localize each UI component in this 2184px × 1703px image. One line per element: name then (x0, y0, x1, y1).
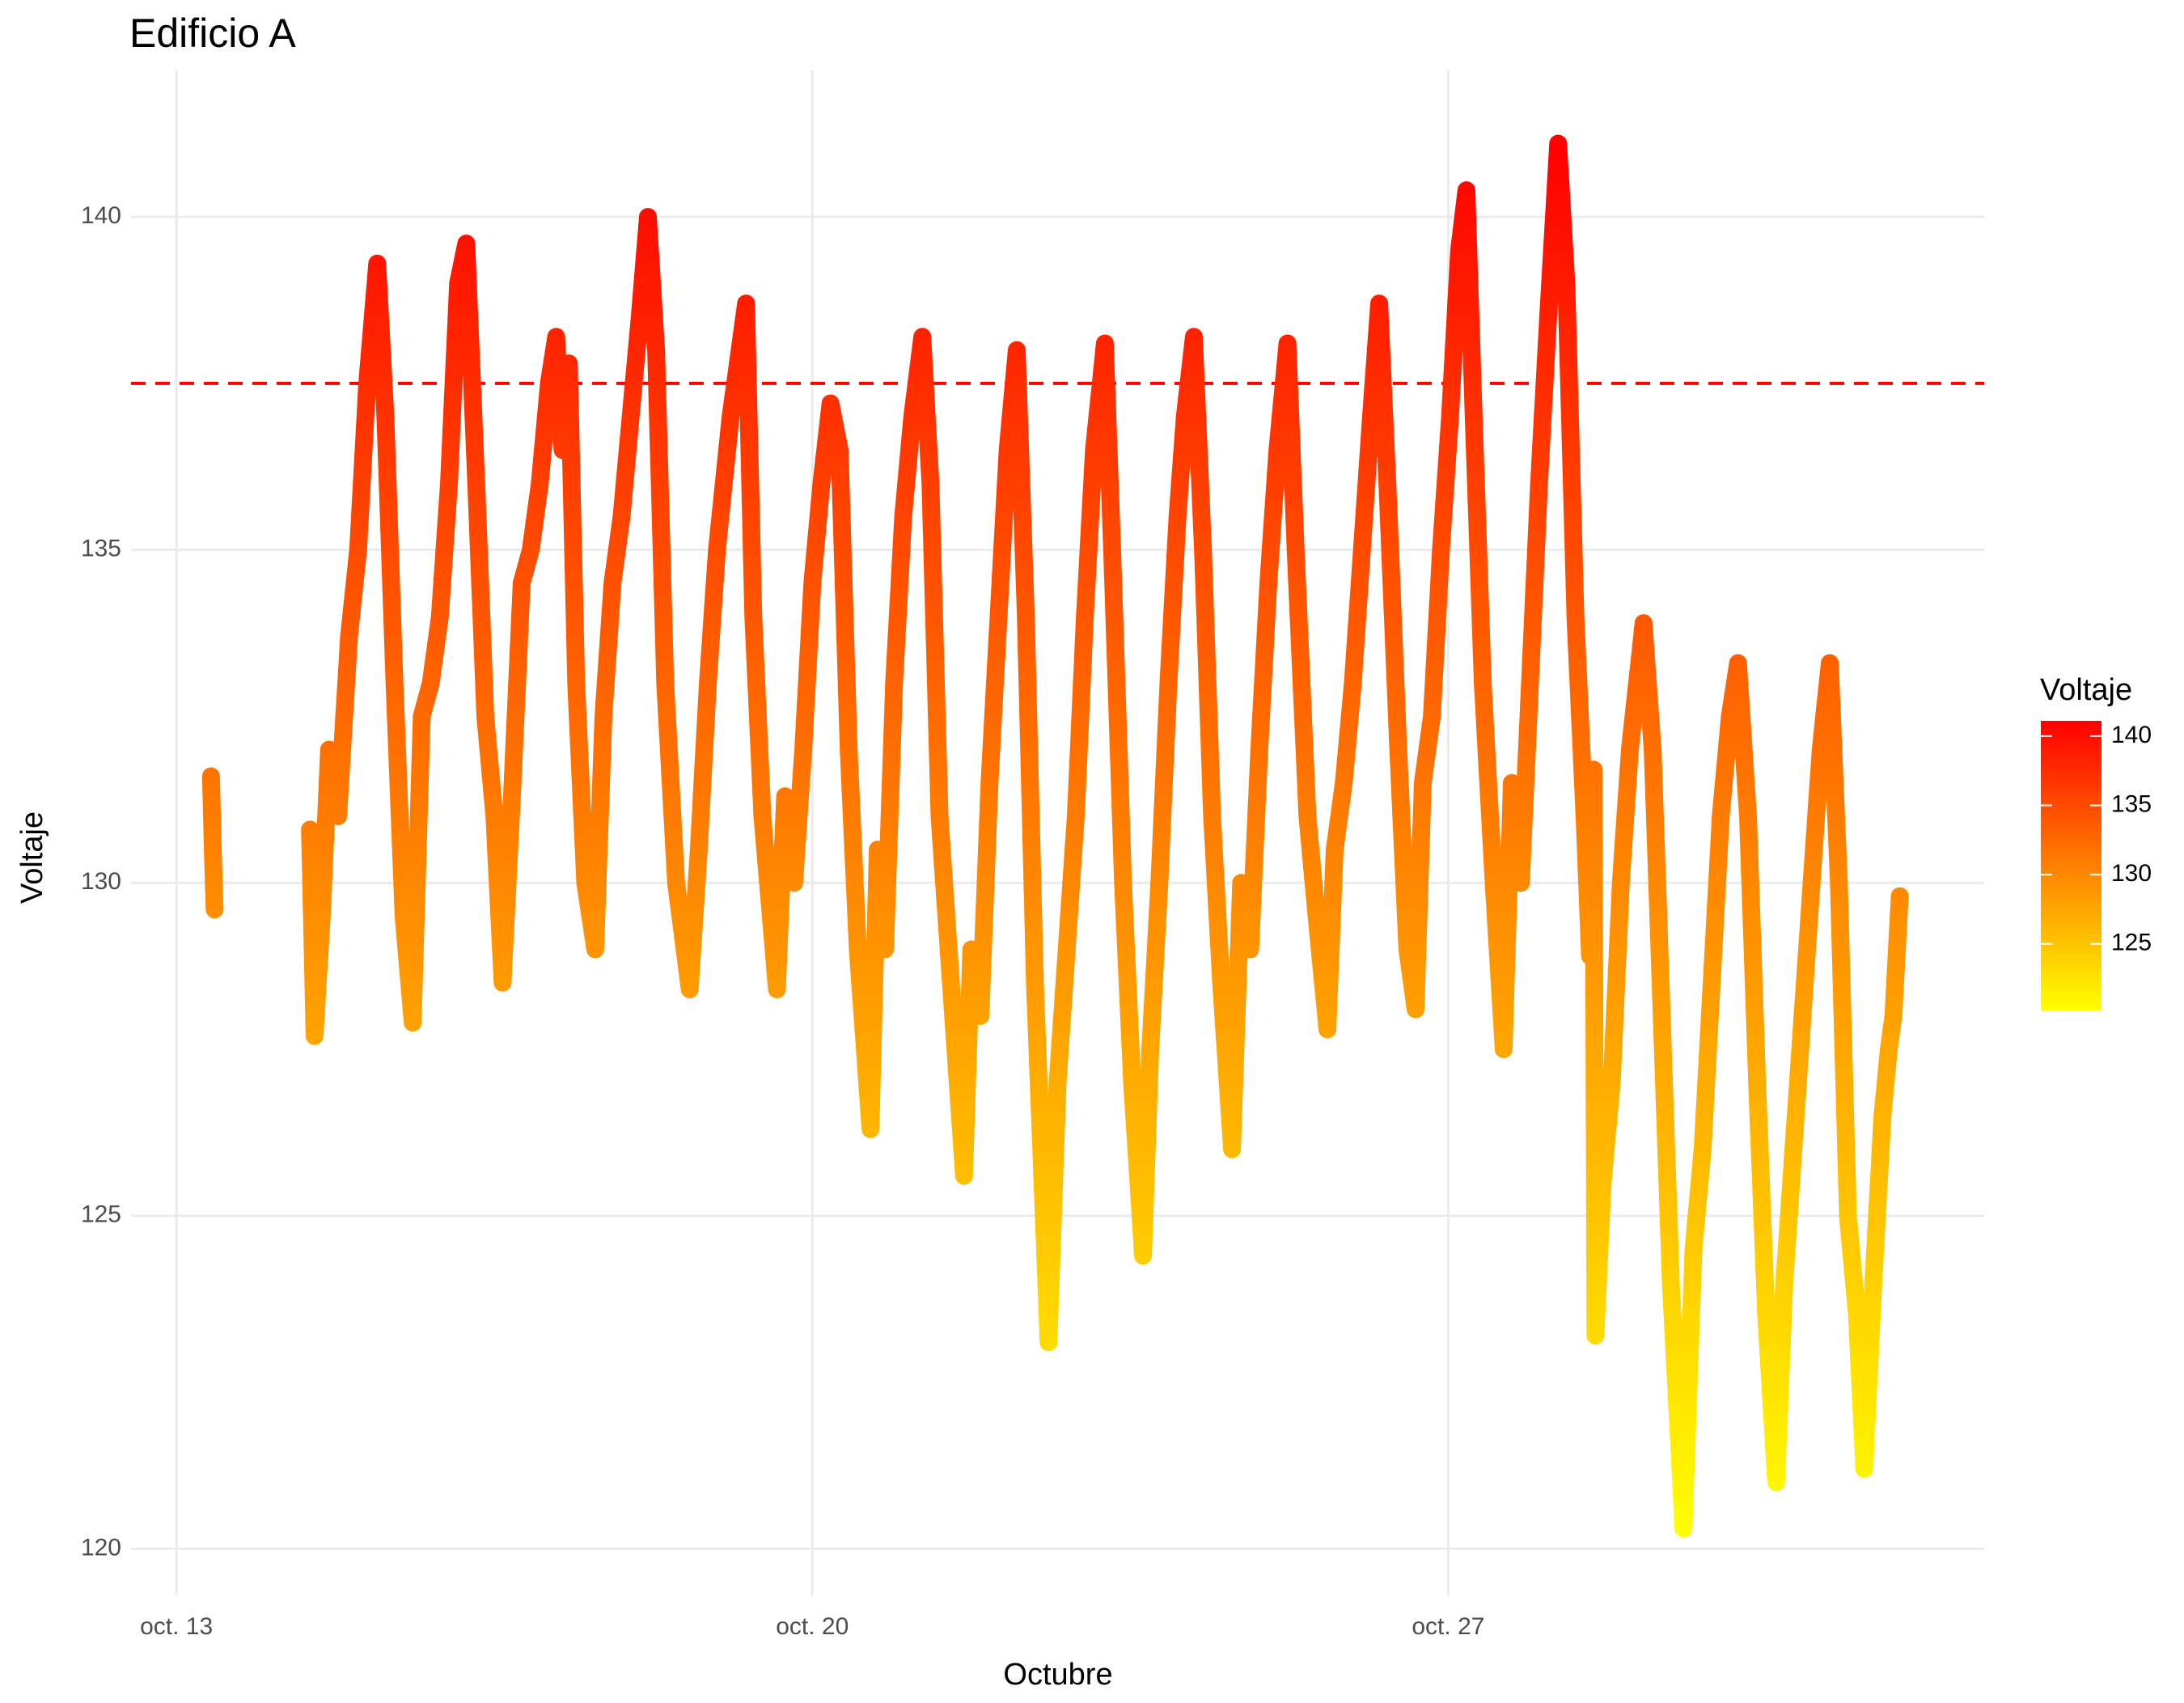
chart-title: Edificio A (129, 11, 296, 56)
x-tick-label: oct. 20 (776, 1613, 849, 1640)
y-tick-label: 125 (81, 1201, 121, 1228)
legend-label: 135 (2111, 790, 2152, 817)
legend-label: 140 (2111, 722, 2152, 748)
colorbar (2041, 721, 2101, 1010)
x-tick-label: oct. 13 (140, 1613, 213, 1640)
legend-title: Voltaje (2040, 673, 2132, 707)
legend-label: 130 (2111, 860, 2152, 887)
data-line (301, 134, 1909, 1538)
legend-label: 125 (2111, 930, 2152, 956)
data-line (201, 767, 224, 919)
y-axis-title: Voltaje (15, 811, 49, 904)
y-tick-label: 140 (81, 202, 121, 229)
y-tick-label: 120 (81, 1534, 121, 1561)
y-tick-label: 135 (81, 536, 121, 562)
x-axis-title: Octubre (1003, 1658, 1112, 1692)
x-tick-label: oct. 27 (1412, 1613, 1484, 1640)
y-tick-label: 130 (81, 868, 121, 895)
